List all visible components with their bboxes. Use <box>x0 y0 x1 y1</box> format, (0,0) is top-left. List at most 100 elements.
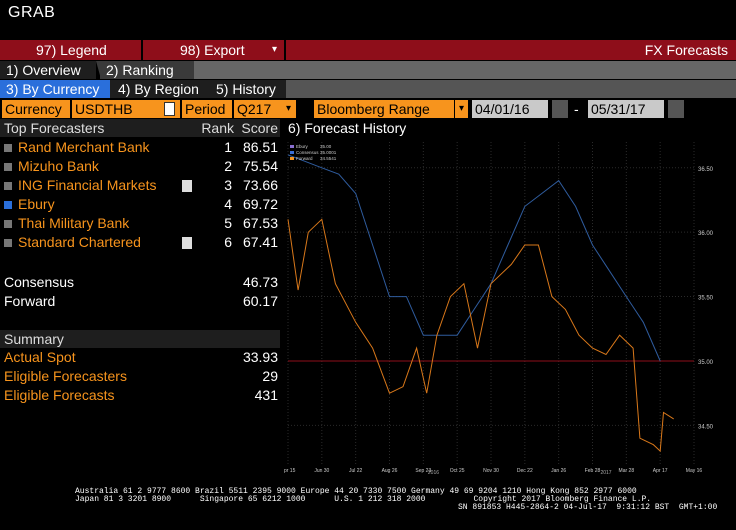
forecaster-score: 69.72 <box>242 196 278 212</box>
forecaster-rank: 1 <box>224 139 232 155</box>
tab-by-region[interactable]: 4) By Region <box>118 81 199 97</box>
checkbox[interactable] <box>4 144 12 152</box>
forecaster-rank: 4 <box>224 196 232 212</box>
eligible-forecasts-value: 431 <box>254 387 278 403</box>
x-tick-label: Apr 15 <box>284 468 296 474</box>
date-separator: - <box>574 101 579 117</box>
column-header-rank: Rank <box>201 120 234 136</box>
y-tick-label: 36.00 <box>698 231 714 237</box>
forecaster-name: Mizuho Bank <box>18 158 99 174</box>
document-icon[interactable] <box>182 237 192 249</box>
forecaster-name: Ebury <box>18 196 55 212</box>
eligible-forecasts-label: Eligible Forecasts <box>4 387 115 403</box>
forward-label: Forward <box>4 293 56 309</box>
x-tick-label: May 16 <box>686 468 703 474</box>
chevron-down-icon[interactable]: ▾ <box>455 100 468 118</box>
document-icon[interactable] <box>164 102 175 116</box>
table-row[interactable]: Mizuho Bank 2 75.54 <box>0 157 282 176</box>
x-tick-label: Dec 22 <box>517 468 533 474</box>
footer-contacts: Australia 61 2 9777 8600 Brazil 5511 239… <box>75 487 637 496</box>
forecaster-rank: 3 <box>224 177 232 193</box>
footer-copyright: Japan 81 3 3201 8900 Singapore 65 6212 1… <box>75 495 652 504</box>
currency-field[interactable]: USDTHB <box>72 100 180 118</box>
legend-button[interactable]: 97) Legend <box>36 42 107 58</box>
tab-by-currency[interactable]: 3) By Currency <box>0 80 110 98</box>
column-header-name: Top Forecasters <box>4 120 105 136</box>
forecast-history-chart: 36.50 36.00 35.50 35.00 34.50 Apr 15 Jun 30 Jul… <box>284 142 714 474</box>
function-bar <box>0 40 736 60</box>
chevron-down-icon[interactable]: ▾ <box>272 44 278 55</box>
forecaster-score: 86.51 <box>242 139 278 155</box>
grab-label: GRAB <box>8 4 56 21</box>
forecaster-score: 67.53 <box>242 215 278 231</box>
forecaster-score: 67.41 <box>242 234 278 250</box>
legend-value: 34.5541 <box>320 156 337 161</box>
period-field[interactable]: Q217 <box>234 100 296 118</box>
summary-header: Summary <box>0 330 280 348</box>
forward-value: 60.17 <box>242 293 278 309</box>
actual-spot-value: 33.93 <box>242 349 278 365</box>
checkbox[interactable] <box>4 182 12 190</box>
year-label: 2016 <box>428 470 439 474</box>
actual-spot-label: Actual Spot <box>4 349 76 365</box>
forecaster-score: 73.66 <box>242 177 278 193</box>
legend-value: 35.0001 <box>320 150 337 155</box>
x-tick-label: Aug 26 <box>382 468 398 474</box>
divider <box>284 40 286 60</box>
x-tick-label: Oct 25 <box>450 468 465 474</box>
tab-separator <box>96 61 101 79</box>
chevron-down-icon[interactable]: ▾ <box>286 100 296 118</box>
table-row[interactable]: ING Financial Markets 3 73.66 <box>0 176 282 195</box>
footer-session: SN 891853 H445-2864-2 04-Jul-17 9:31:12 … <box>458 503 718 512</box>
page-title: FX Forecasts <box>644 42 728 58</box>
legend-name: Ebury <box>296 144 309 149</box>
y-tick-label: 36.50 <box>698 167 714 173</box>
tab-bar-fill <box>286 80 736 98</box>
checkbox[interactable] <box>4 220 12 228</box>
table-row[interactable]: Rand Merchant Bank 1 86.51 <box>0 138 282 157</box>
forecaster-list: Rand Merchant Bank 1 86.51 Mizuho Bank 2… <box>0 138 282 252</box>
column-header-score: Score <box>241 120 278 136</box>
x-tick-label: Jun 30 <box>314 468 329 474</box>
year-label: 2017 <box>600 470 611 474</box>
legend-swatch <box>290 157 294 160</box>
calendar-icon[interactable] <box>668 100 684 118</box>
range-select[interactable]: Bloomberg Range <box>314 100 454 118</box>
tab-overview[interactable]: 1) Overview <box>0 61 96 79</box>
x-tick-label: Feb 28 <box>585 468 601 474</box>
y-tick-label: 35.50 <box>698 296 714 302</box>
tab-ranking[interactable]: 2) Ranking <box>100 61 194 79</box>
period-label: Period <box>182 100 232 118</box>
x-tick-label: Jul 22 <box>349 468 363 474</box>
forecaster-name: Rand Merchant Bank <box>18 139 150 155</box>
series-line-consensus <box>287 154 661 362</box>
end-date-field[interactable]: 05/31/17 <box>588 100 664 118</box>
chart-panel <box>284 119 736 485</box>
x-tick-label: Mar 28 <box>619 468 635 474</box>
forecaster-rank: 6 <box>224 234 232 250</box>
divider <box>141 40 143 60</box>
document-icon[interactable] <box>182 180 192 192</box>
x-tick-label: Jan 26 <box>551 468 566 474</box>
legend-name: Forward <box>296 156 313 161</box>
export-button[interactable]: 98) Export <box>180 42 245 58</box>
forecaster-name: Standard Chartered <box>18 234 141 250</box>
table-row[interactable]: Ebury 4 69.72 <box>0 195 282 214</box>
forecaster-name: ING Financial Markets <box>18 177 157 193</box>
currency-label: Currency <box>2 100 70 118</box>
checkbox-checked[interactable] <box>4 201 12 209</box>
checkbox[interactable] <box>4 239 12 247</box>
consensus-label: Consensus <box>4 274 75 290</box>
forecaster-name: Thai Military Bank <box>18 215 130 231</box>
table-row[interactable]: Standard Chartered 6 67.41 <box>0 233 282 252</box>
forecaster-score: 75.54 <box>242 158 278 174</box>
forecaster-rank: 2 <box>224 158 232 174</box>
legend-swatch <box>290 145 294 148</box>
start-date-field[interactable]: 04/01/16 <box>472 100 548 118</box>
table-row[interactable]: Thai Military Bank 5 67.53 <box>0 214 282 233</box>
tab-bar-fill <box>194 61 736 79</box>
tab-history[interactable]: 5) History <box>216 81 276 97</box>
eligible-forecasters-label: Eligible Forecasters <box>4 368 127 384</box>
calendar-icon[interactable] <box>552 100 568 118</box>
checkbox[interactable] <box>4 163 12 171</box>
